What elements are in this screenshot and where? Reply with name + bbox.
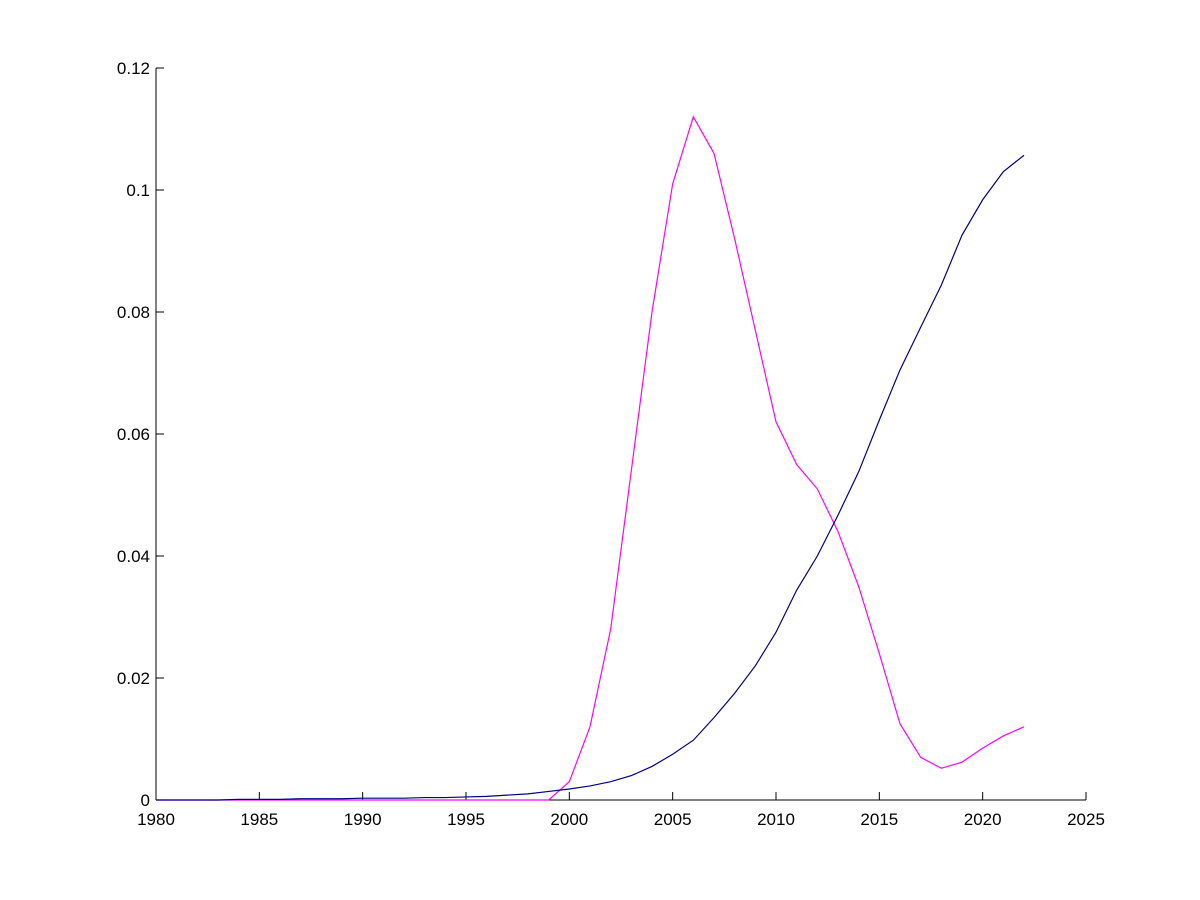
y-tick-label: 0.08: [117, 303, 150, 322]
y-tick-label: 0.04: [117, 547, 150, 566]
y-tick-label: 0: [141, 791, 150, 810]
line-series: [156, 154, 1025, 801]
x-tick-label: 2010: [757, 810, 795, 829]
x-tick-label: 2020: [964, 810, 1002, 829]
x-tick-label: 2000: [550, 810, 588, 829]
y-tick-label: 0.02: [117, 669, 150, 688]
x-tick-label: 1990: [344, 810, 382, 829]
x-tick-label: 1995: [447, 810, 485, 829]
y-tick-label: 0.1: [126, 181, 150, 200]
line-series: [156, 115, 1025, 801]
x-tick-label: 1985: [240, 810, 278, 829]
x-tick-label: 1980: [137, 810, 175, 829]
y-tick-label: 0.12: [117, 59, 150, 78]
x-tick-label: 2025: [1067, 810, 1105, 829]
x-tick-label: 2005: [654, 810, 692, 829]
x-tick-label: 2015: [860, 810, 898, 829]
y-tick-label: 0.06: [117, 425, 150, 444]
